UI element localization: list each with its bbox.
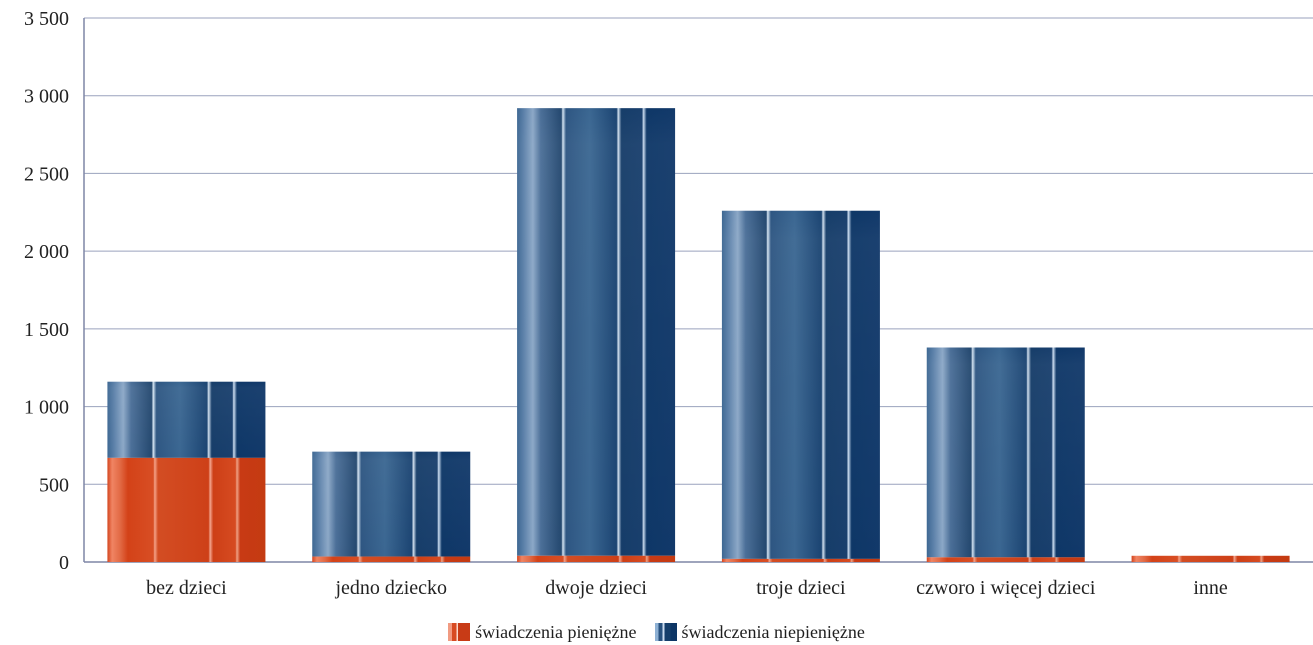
bar-inkind-shine [107,381,266,458]
y-tick-label: 0 [59,552,69,574]
gridlines-group [83,17,1313,563]
legend-item-cash: świadczenia pieniężne [448,622,637,642]
y-tick-label: 3 000 [24,86,69,108]
x-tick-label: bez dzieci [146,577,227,599]
y-tick-label: 1 000 [24,397,69,419]
y-tick-label: 2 000 [24,241,69,263]
bar-cash [721,558,880,562]
bar-inkind-shine [721,210,880,559]
legend-item-inkind: świadczenia niepieniężne [654,622,865,642]
x-tick-label: dwoje dzieci [545,577,647,599]
labels-group: 0 500 1 000 1 500 2 000 2 500 3 000 3 500 bez dz… [24,8,1228,599]
bar-cash [517,555,676,562]
x-tick-label: jedno dziecko [334,577,447,599]
bar-inkind-shine [926,347,1085,558]
y-tick-label: 500 [39,474,69,496]
legend-label-cash: świadczenia pieniężne [475,622,637,642]
bars-group [107,108,1290,562]
bar-cash [107,457,266,562]
bar-cash [926,557,1085,562]
y-tick-label: 1 500 [24,319,69,341]
bar-cash [312,556,471,562]
x-tick-label: troje dzieci [756,577,846,599]
legend-label-inkind: świadczenia niepieniężne [681,622,865,642]
legend-swatch-inkind [654,623,677,641]
legend-swatch-cash [448,623,471,641]
x-tick-label: inne [1193,577,1228,599]
legend: świadczenia pieniężne świadczenia niepie… [0,620,1313,644]
bar-inkind-shine [312,451,471,557]
bar-inkind-shine [517,108,676,556]
y-tick-label: 2 500 [24,163,69,185]
y-tick-label: 3 500 [24,8,69,30]
x-tick-label: czworo i więcej dzieci [916,577,1096,599]
bar-cash [1131,555,1290,562]
